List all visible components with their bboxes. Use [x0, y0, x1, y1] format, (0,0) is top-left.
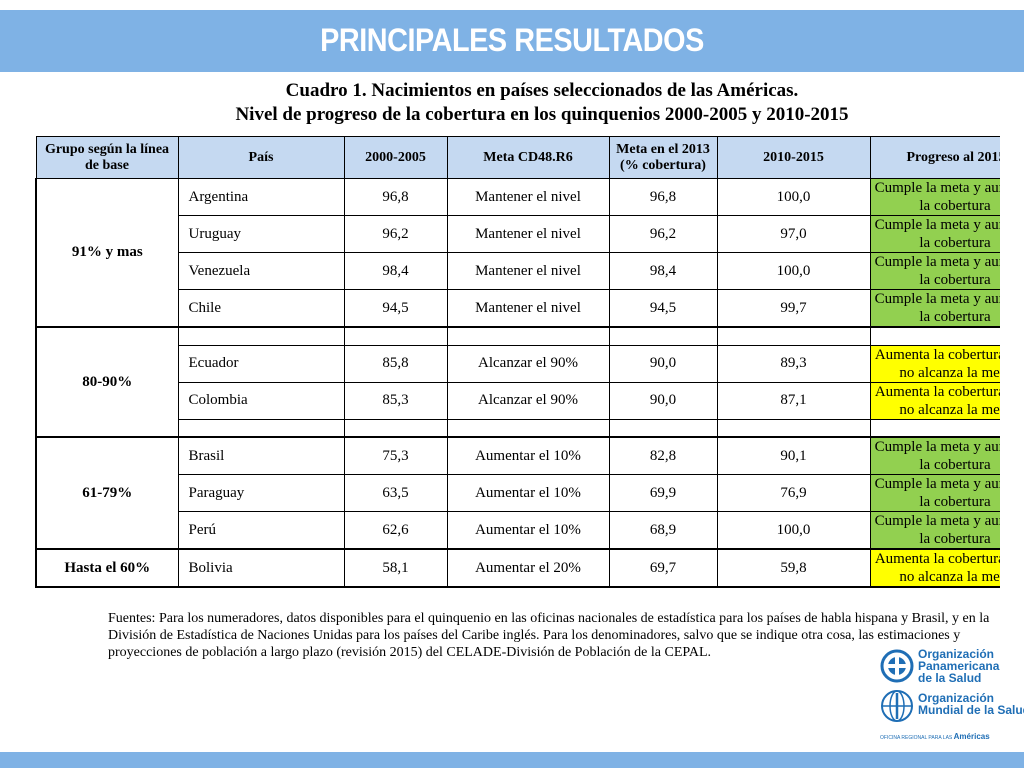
meta-2013-cell: 90,0	[608, 381, 718, 420]
meta-2013-cell: 96,8	[608, 178, 718, 216]
country-cell: Paraguay	[177, 474, 345, 512]
value-2000-cell: 75,3	[343, 436, 448, 475]
value-2010-cell: 99,7	[716, 289, 871, 328]
meta-cell: Aumentar el 10%	[446, 436, 610, 475]
table-header-row: Grupo según la línea de base País 2000-2…	[35, 136, 1000, 179]
progress-cell: Cumple la meta y aumenta la cobertura	[869, 436, 1000, 475]
meta-2013-cell: 69,7	[608, 548, 718, 588]
value-2000-cell: 85,3	[343, 381, 448, 420]
table-row: Colombia 85,3 Alcanzar el 90% 90,0 87,1 …	[36, 381, 1000, 420]
sources-note: Fuentes: Para los numeradores, datos dis…	[108, 611, 990, 660]
value-2000-cell: 58,1	[343, 548, 448, 588]
value-2010-cell: 89,3	[716, 344, 871, 383]
meta-2013-cell: 90,0	[608, 344, 718, 383]
who-name: Organización Mundial de la Salud	[918, 691, 1024, 717]
meta-cell: Aumentar el 20%	[446, 548, 610, 588]
meta-cell: Mantener el nivel	[446, 289, 610, 328]
meta-2013-cell: 82,8	[608, 436, 718, 475]
header-country: País	[177, 136, 345, 179]
table-row: Hasta el 60% Bolivia 58,1 Aumentar el 20…	[35, 548, 1000, 588]
value-2000-cell: 63,5	[343, 474, 448, 512]
table-row: Ecuador 85,8 Alcanzar el 90% 90,0 89,3 A…	[36, 344, 1000, 383]
value-2010-cell: 76,9	[716, 474, 871, 512]
country-cell: Brasil	[177, 436, 345, 475]
value-2010-cell: 100,0	[716, 178, 871, 216]
progress-cell: Aumenta la cobertura pero no alcanza la …	[869, 344, 1000, 383]
group-cell: Hasta el 60%	[35, 548, 179, 588]
meta-cell: Aumentar el 10%	[446, 474, 610, 512]
progress-cell: Cumple la meta y aumenta la cobertura	[869, 178, 1000, 216]
table-row: Venezuela 98,4 Mantener el nivel 98,4 10…	[36, 252, 1000, 290]
who-regional-office: OFICINA REGIONAL PARA LAS Américas	[880, 732, 990, 741]
progress-cell: Cumple la meta y aumenta la cobertura	[869, 289, 1000, 328]
value-2000-cell: 98,4	[343, 252, 448, 290]
spacer-row	[36, 418, 1000, 438]
paho-logo: Organización Panamericana de la Salud	[880, 648, 999, 689]
table-caption-line2: Nivel de progreso de la cobertura en los…	[235, 104, 849, 125]
table-row: 91% y mas Argentina 96,8 Mantener el niv…	[35, 178, 1000, 328]
country-cell: Uruguay	[177, 215, 345, 253]
who-logo: Organización Mundial de la Salud OFICINA…	[880, 688, 1024, 741]
group-cell: 80-90%	[35, 326, 179, 438]
table-row: Uruguay 96,2 Mantener el nivel 96,2 97,0…	[36, 215, 1000, 253]
bottom-bar	[0, 752, 1024, 768]
value-2000-cell: 85,8	[343, 344, 448, 383]
table-row: Perú 62,6 Aumentar el 10% 68,9 100,0 Cum…	[36, 511, 1000, 550]
slide-title: PRINCIPALES RESULTADOS	[320, 22, 704, 58]
group-cell: 61-79%	[35, 436, 179, 550]
title-banner: PRINCIPALES RESULTADOS	[0, 10, 1024, 72]
header-progress: Progreso al 2015	[869, 136, 1000, 179]
value-2000-cell: 94,5	[343, 289, 448, 328]
country-cell: Bolivia	[177, 548, 345, 588]
value-2010-cell: 59,8	[716, 548, 871, 588]
progress-cell: Cumple la meta y aumenta la cobertura	[869, 474, 1000, 512]
progress-cell: Cumple la meta y aumenta la cobertura	[869, 252, 1000, 290]
header-meta-2013: Meta en el 2013 (% cobertura)	[608, 136, 718, 179]
progress-cell: Aumenta la cobertura pero no alcanza la …	[869, 548, 1000, 588]
meta-2013-cell: 69,9	[608, 474, 718, 512]
progress-cell: Aumenta la cobertura pero no alcanza la …	[869, 381, 1000, 420]
meta-cell: Mantener el nivel	[446, 178, 610, 216]
meta-2013-cell: 94,5	[608, 289, 718, 328]
paho-emblem-icon	[880, 649, 914, 683]
value-2000-cell: 96,2	[343, 215, 448, 253]
results-table: Grupo según la línea de base País 2000-2…	[35, 136, 1000, 588]
meta-2013-cell: 96,2	[608, 215, 718, 253]
results-table-container: Grupo según la línea de base País 2000-2…	[35, 136, 1000, 608]
progress-cell: Cumple la meta y aumenta la cobertura	[869, 511, 1000, 550]
meta-cell: Mantener el nivel	[446, 252, 610, 290]
meta-2013-cell: 98,4	[608, 252, 718, 290]
meta-2013-cell: 68,9	[608, 511, 718, 550]
value-2010-cell: 87,1	[716, 381, 871, 420]
meta-cell: Aumentar el 10%	[446, 511, 610, 550]
header-group: Grupo según la línea de base	[35, 136, 179, 179]
value-2010-cell: 100,0	[716, 511, 871, 550]
table-row: 61-79% Brasil 75,3 Aumentar el 10% 82,8 …	[35, 436, 1000, 550]
group-cell: 91% y mas	[35, 178, 179, 328]
country-cell: Colombia	[177, 381, 345, 420]
table-row: Paraguay 63,5 Aumentar el 10% 69,9 76,9 …	[36, 474, 1000, 512]
value-2010-cell: 100,0	[716, 252, 871, 290]
country-cell: Ecuador	[177, 344, 345, 383]
spacer-row: 80-90%	[35, 326, 1000, 438]
who-emblem-icon	[881, 690, 913, 722]
progress-cell: Cumple la meta y aumenta la cobertura	[869, 215, 1000, 253]
table-row: Chile 94,5 Mantener el nivel 94,5 99,7 C…	[36, 289, 1000, 328]
country-cell: Argentina	[177, 178, 345, 216]
meta-cell: Alcanzar el 90%	[446, 381, 610, 420]
value-2000-cell: 96,8	[343, 178, 448, 216]
header-meta: Meta CD48.R6	[446, 136, 610, 179]
table-caption-line1: Cuadro 1. Nacimientos en países seleccio…	[285, 80, 799, 101]
value-2000-cell: 62,6	[343, 511, 448, 550]
country-cell: Venezuela	[177, 252, 345, 290]
header-2000-2005: 2000-2005	[343, 136, 448, 179]
meta-cell: Alcanzar el 90%	[446, 344, 610, 383]
meta-cell: Mantener el nivel	[446, 215, 610, 253]
value-2010-cell: 97,0	[716, 215, 871, 253]
value-2010-cell: 90,1	[716, 436, 871, 475]
paho-name: Organización Panamericana de la Salud	[918, 647, 1000, 685]
header-2010-2015: 2010-2015	[716, 136, 871, 179]
country-cell: Chile	[177, 289, 345, 328]
country-cell: Perú	[177, 511, 345, 550]
